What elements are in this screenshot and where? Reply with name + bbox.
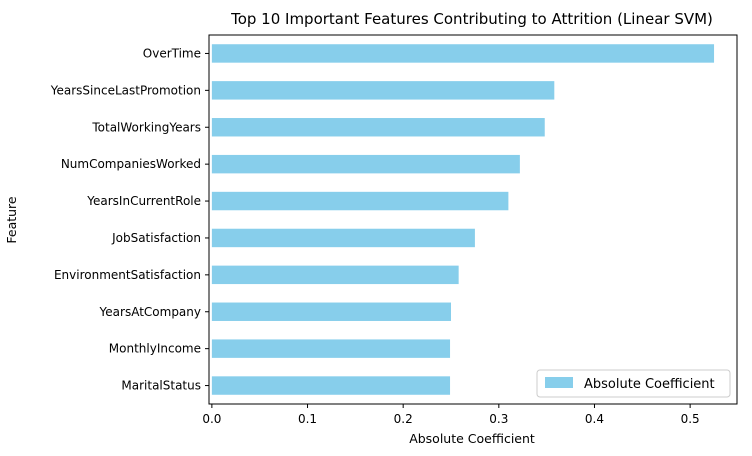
legend: Absolute Coefficient [536, 369, 731, 398]
y-tick-label: YearsAtCompany [99, 305, 201, 319]
bars-group [211, 44, 715, 395]
legend-frame [536, 369, 731, 398]
y-tick-label: TotalWorkingYears [91, 120, 201, 134]
y-tick-label: MaritalStatus [121, 379, 201, 393]
bar [211, 154, 520, 174]
x-tick-label: 0.1 [298, 412, 317, 426]
y-tick-label: EnvironmentSatisfaction [54, 268, 201, 282]
legend-swatch [545, 377, 573, 388]
bar [211, 81, 555, 100]
y-tick-label: MonthlyIncome [109, 342, 201, 356]
legend-label: Absolute Coefficient [584, 377, 715, 392]
x-tick-label: 0.3 [489, 412, 508, 426]
x-tick-label: 0.4 [585, 412, 604, 426]
bar [211, 118, 545, 137]
x-axis-label: Absolute Coefficient [409, 431, 535, 446]
y-tick-label: YearsInCurrentRole [86, 194, 201, 208]
bar [211, 376, 451, 395]
plot-frame [208, 34, 738, 405]
y-tick-label: JobSatisfaction [111, 231, 201, 245]
x-tick-label: 0.0 [202, 412, 221, 426]
y-axis-label: Feature [4, 196, 19, 244]
y-tick-label: NumCompaniesWorked [61, 157, 201, 171]
x-tick-label: 0.2 [394, 412, 413, 426]
chart-title: Top 10 Important Features Contributing t… [230, 10, 713, 28]
x-tick-label: 0.5 [681, 412, 700, 426]
bar [211, 228, 475, 248]
y-axis-ticks: OverTime YearsSinceLastPromotion TotalWork… [50, 46, 209, 393]
y-tick-label: YearsSinceLastPromotion [50, 83, 201, 97]
bar [211, 302, 451, 321]
y-tick-label: OverTime [143, 46, 201, 60]
bar [211, 339, 451, 358]
bar [211, 44, 715, 63]
bar [211, 265, 459, 285]
x-axis-ticks: 0.0 0.1 0.2 0.3 0.4 0.5 [202, 404, 700, 426]
bar [211, 191, 509, 211]
